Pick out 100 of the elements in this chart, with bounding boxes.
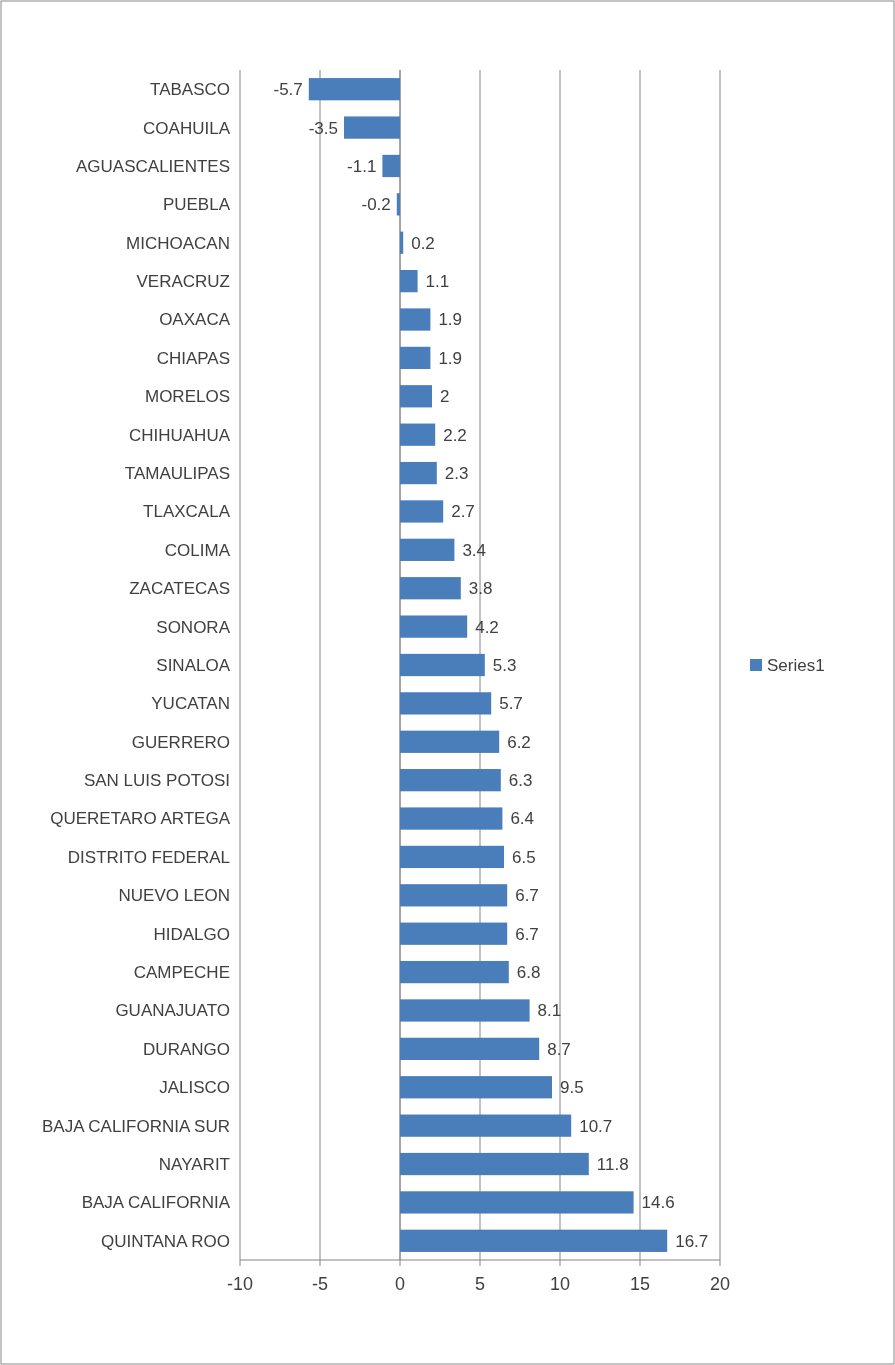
- data-label: 0.2: [411, 233, 435, 253]
- bar: [400, 807, 503, 830]
- bar: [400, 615, 468, 638]
- data-label: 8.1: [537, 1001, 562, 1021]
- y-tick-label: VERACRUZ: [136, 272, 230, 292]
- bar: [400, 538, 455, 561]
- y-tick-label: GUANAJUATO: [115, 1001, 230, 1021]
- y-tick-label: DISTRITO FEDERAL: [67, 847, 230, 867]
- data-label: -5.7: [273, 80, 303, 100]
- y-tick-label: NAYARIT: [158, 1154, 230, 1174]
- data-label: -1.1: [347, 156, 377, 176]
- y-tick-label: CHIHUAHUA: [128, 425, 231, 445]
- y-tick-label: QUERETARO ARTEGA: [50, 809, 231, 829]
- bar: [400, 960, 509, 984]
- data-label: 5.3: [492, 655, 517, 675]
- bar: [400, 1037, 540, 1060]
- bar: [400, 884, 508, 907]
- bar: [400, 385, 432, 408]
- data-label: 6.2: [507, 732, 531, 752]
- data-label: 3.4: [462, 540, 487, 560]
- bar: [400, 845, 504, 869]
- x-tick-label: 5: [474, 1274, 486, 1294]
- bar: [400, 1229, 668, 1252]
- y-tick-label: GUERRERO: [131, 732, 230, 752]
- data-label: 5.7: [499, 694, 523, 714]
- y-tick-label: MICHOACAN: [126, 233, 230, 253]
- bar: [400, 999, 530, 1022]
- bar: [400, 922, 508, 945]
- y-tick-label: ZACATECAS: [129, 579, 230, 599]
- bar: [400, 308, 431, 331]
- data-label: 6.5: [512, 847, 536, 867]
- data-label: 10.7: [579, 1116, 613, 1136]
- y-tick-label: SAN LUIS POTOSI: [83, 771, 230, 791]
- bar: [400, 577, 461, 600]
- y-tick-label: COAHUILA: [143, 118, 231, 138]
- y-tick-label: SINALOA: [156, 655, 231, 675]
- data-label: 9.5: [560, 1078, 584, 1098]
- x-tick-label: -10: [226, 1274, 254, 1294]
- y-tick-label: YUCATAN: [151, 694, 230, 714]
- y-tick-label: TABASCO: [150, 80, 230, 100]
- data-label: 6.8: [516, 963, 541, 983]
- data-label: 11.8: [596, 1154, 629, 1174]
- bar: [400, 346, 431, 370]
- y-tick-label: BAJA CALIFORNIA SUR: [42, 1116, 230, 1136]
- y-tick-label: TLAXCALA: [143, 502, 231, 522]
- y-tick-label: COLIMA: [164, 540, 231, 560]
- bar: [400, 1152, 589, 1176]
- bar: [400, 1114, 572, 1137]
- data-label: 2: [440, 387, 450, 407]
- y-tick-label: DURANGO: [143, 1039, 230, 1059]
- data-label: 2.2: [443, 425, 467, 445]
- bar: [400, 500, 444, 523]
- bar: [400, 769, 501, 792]
- data-label: 8.7: [547, 1039, 571, 1059]
- bar: [400, 270, 418, 293]
- bar: [400, 730, 500, 753]
- bar: [400, 461, 437, 485]
- data-label: 16.7: [675, 1231, 709, 1251]
- y-tick-label: SONORA: [156, 617, 231, 637]
- x-tick-label: 15: [629, 1274, 651, 1294]
- y-tick-label: JALISCO: [159, 1078, 230, 1098]
- y-tick-label: OAXACA: [159, 310, 231, 330]
- data-label: 1.9: [438, 348, 463, 368]
- x-tick-label: -5: [311, 1274, 329, 1294]
- y-tick-label: CHIAPAS: [156, 348, 230, 368]
- data-label: 14.6: [641, 1193, 675, 1213]
- bar: [344, 116, 400, 139]
- y-tick-label: TAMAULIPAS: [124, 464, 230, 484]
- y-tick-label: QUINTANA ROO: [100, 1231, 230, 1251]
- y-tick-label: HIDALGO: [153, 924, 230, 944]
- bar: [400, 423, 436, 446]
- data-label: 2.7: [451, 502, 475, 522]
- y-tick-label: BAJA CALIFORNIA: [81, 1193, 231, 1213]
- bar: [396, 193, 400, 216]
- bar: [382, 154, 400, 178]
- bar: [400, 1191, 634, 1214]
- data-label: 6.4: [510, 809, 535, 829]
- x-tick-label: 10: [549, 1274, 571, 1294]
- data-label: -0.2: [361, 195, 391, 215]
- bar: [400, 692, 492, 715]
- legend-label: Series1: [767, 655, 825, 675]
- bar: [400, 1076, 552, 1099]
- bar: [400, 231, 404, 254]
- y-tick-label: CAMPECHE: [133, 963, 230, 983]
- bar: [308, 78, 400, 101]
- data-label: 6.3: [508, 771, 533, 791]
- data-label: 6.7: [515, 886, 539, 906]
- data-label: 6.7: [515, 924, 539, 944]
- x-tick-label: 0: [394, 1274, 406, 1294]
- data-label: 2.3: [444, 464, 469, 484]
- y-tick-label: MORELOS: [144, 387, 230, 407]
- y-tick-label: AGUASCALIENTES: [76, 156, 230, 176]
- y-tick-label: NUEVO LEON: [118, 886, 230, 906]
- data-label: 1.1: [425, 272, 450, 292]
- data-label: 1.9: [438, 310, 463, 330]
- bar: [400, 653, 485, 677]
- data-label: 3.8: [468, 579, 493, 599]
- y-tick-label: PUEBLA: [162, 195, 231, 215]
- data-label: 4.2: [475, 617, 499, 637]
- data-label: -3.5: [308, 118, 338, 138]
